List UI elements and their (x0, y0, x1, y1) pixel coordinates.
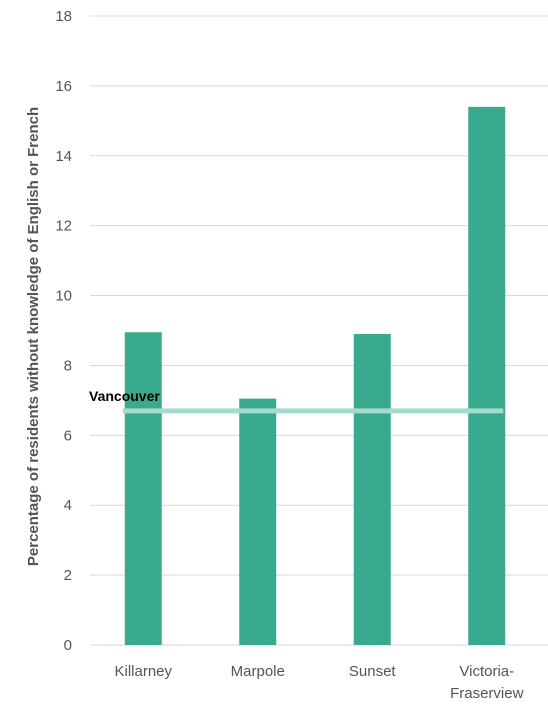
y-tick-label: 6 (64, 427, 72, 444)
y-axis-title: Percentage of residents without knowledg… (25, 107, 42, 566)
x-tick-label: Victoria-Fraserview (450, 663, 524, 702)
y-tick-label: 18 (55, 8, 72, 25)
x-tick-label: Killarney (114, 663, 172, 680)
bar (353, 333, 391, 645)
gridlines (90, 15, 548, 646)
y-tick-labels: 0 2 4 6 8 10 12 14 16 18 (55, 8, 72, 654)
y-tick-label: 10 (55, 288, 72, 305)
reference-line-label: Vancouver (89, 388, 160, 404)
bar (124, 332, 162, 645)
x-tick-label: Sunset (349, 663, 397, 680)
y-tick-label: 14 (55, 148, 72, 165)
bar (468, 106, 506, 646)
reference-line-group: Vancouver (89, 388, 504, 414)
x-tick-labels: Killarney Marpole Sunset Victoria-Fraservie… (114, 663, 523, 702)
bars (124, 106, 506, 646)
bar (239, 398, 277, 645)
y-tick-label: 4 (64, 497, 72, 514)
y-tick-label: 16 (55, 78, 72, 95)
y-tick-label: 8 (64, 357, 72, 374)
y-tick-label: 2 (64, 567, 72, 584)
x-tick-label: Marpole (231, 663, 285, 680)
y-tick-label: 0 (64, 637, 72, 654)
y-tick-label: 12 (55, 218, 72, 235)
